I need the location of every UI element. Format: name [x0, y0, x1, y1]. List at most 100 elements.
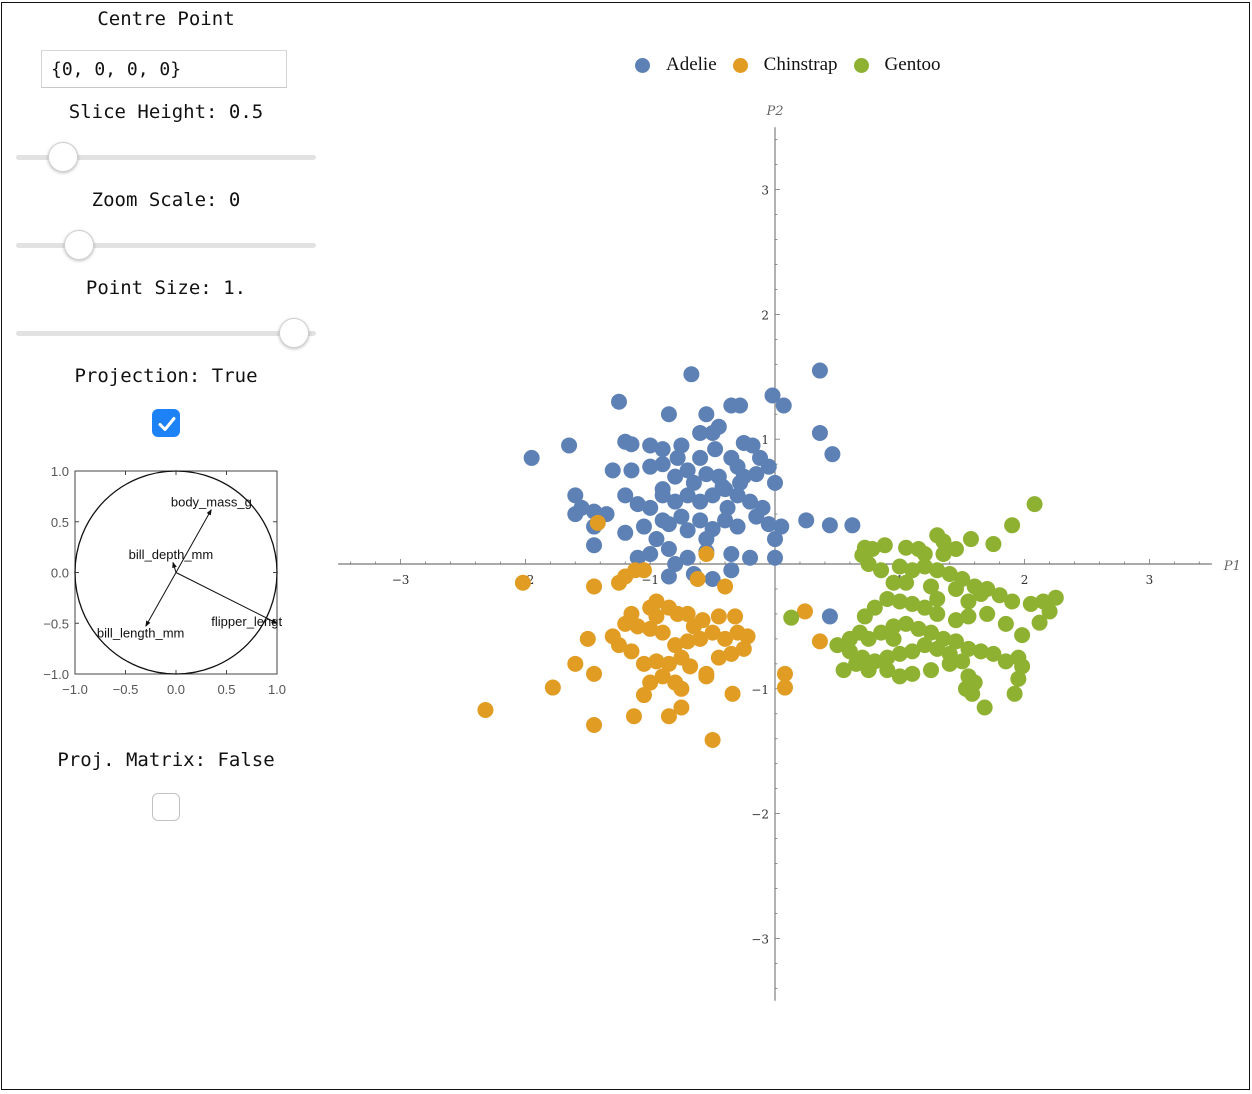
point-gentoo	[860, 630, 877, 647]
point-adelie	[714, 478, 731, 495]
point-adelie	[732, 474, 749, 491]
point-gentoo	[997, 615, 1014, 632]
point-gentoo	[848, 655, 865, 672]
series-chinstrap	[477, 514, 828, 748]
zoom-scale-slider[interactable]	[16, 230, 316, 261]
point-gentoo	[841, 630, 858, 647]
point-gentoo	[904, 595, 921, 612]
point-chinstrap	[724, 685, 741, 702]
point-adelie	[704, 570, 721, 587]
point-gentoo	[885, 630, 902, 647]
point-gentoo	[941, 565, 958, 582]
y-tick-label: 0.0	[51, 566, 69, 581]
point-size-track[interactable]	[16, 331, 316, 336]
point-adelie	[764, 387, 781, 404]
x-tick-label: −1.0	[62, 682, 88, 697]
point-adelie	[760, 516, 777, 533]
point-adelie	[654, 481, 671, 498]
point-gentoo	[962, 531, 979, 548]
point-gentoo	[941, 655, 958, 672]
point-gentoo	[916, 637, 933, 654]
point-gentoo	[904, 665, 921, 682]
point-gentoo	[929, 640, 946, 657]
point-chinstrap	[710, 649, 727, 666]
point-gentoo	[976, 699, 993, 716]
point-adelie	[667, 468, 684, 485]
point-chinstrap	[567, 655, 584, 672]
point-gentoo	[947, 633, 964, 650]
point-gentoo	[891, 593, 908, 610]
legend-marker-chinstrap	[732, 57, 748, 73]
unit-circle	[74, 470, 278, 675]
slice-height-thumb[interactable]	[48, 142, 79, 172]
point-gentoo	[997, 653, 1014, 670]
point-gentoo	[1004, 593, 1021, 610]
point-chinstrap	[796, 603, 813, 620]
point-adelie	[642, 499, 659, 516]
point-chinstrap	[685, 618, 702, 635]
point-adelie	[723, 562, 740, 579]
point-gentoo	[873, 624, 890, 641]
point-chinstrap	[692, 630, 709, 647]
point-gentoo	[935, 546, 952, 563]
point-chinstrap	[727, 608, 744, 625]
point-gentoo	[860, 556, 877, 572]
point-adelie	[742, 493, 759, 510]
point-chinstrap	[679, 633, 696, 650]
slice-height-slider[interactable]	[16, 142, 316, 173]
point-gentoo	[1010, 670, 1027, 687]
legend-entry-adelie: Adelie	[635, 54, 717, 76]
point-gentoo	[879, 662, 896, 679]
legend-marker-gentoo	[853, 57, 869, 73]
point-adelie	[567, 506, 584, 523]
point-adelie	[732, 397, 749, 414]
centre-point-input[interactable]: {0, 0, 0, 0}	[41, 50, 287, 88]
proj-matrix-label: Proj. Matrix: False	[57, 749, 275, 771]
point-size-label: Point Size: 1.	[85, 277, 247, 299]
loading-vector-body-mass-g	[175, 509, 212, 573]
point-gentoo	[841, 643, 858, 660]
point-adelie	[679, 487, 696, 504]
zoom-scale-track[interactable]	[16, 243, 316, 248]
slice-height-track[interactable]	[16, 155, 316, 160]
point-chinstrap	[642, 620, 659, 637]
point-gentoo	[947, 580, 964, 597]
x-tick-label: 1.0	[268, 682, 286, 697]
y-axis-label: P2	[765, 104, 783, 119]
point-gentoo	[1047, 589, 1064, 606]
point-gentoo	[856, 608, 873, 625]
point-adelie	[723, 546, 740, 563]
legend-entry-gentoo: Gentoo	[853, 54, 940, 76]
point-chinstrap	[635, 687, 652, 704]
point-gentoo	[923, 624, 939, 641]
point-adelie	[642, 546, 659, 563]
loading-label: flipper_lengt	[211, 614, 282, 629]
projection-checkbox[interactable]	[152, 409, 180, 437]
point-chinstrap	[667, 637, 684, 654]
point-chinstrap	[623, 643, 640, 660]
point-chinstrap	[704, 731, 721, 748]
loading-label: body_mass_g	[171, 494, 252, 509]
point-adelie	[692, 449, 709, 466]
point-gentoo	[916, 599, 933, 616]
zoom-scale-thumb[interactable]	[64, 230, 94, 260]
y-tick-label: −2	[751, 808, 769, 822]
point-gentoo	[960, 640, 977, 657]
point-gentoo	[923, 662, 939, 679]
point-adelie	[821, 608, 838, 625]
point-chinstrap	[635, 562, 652, 579]
point-gentoo	[904, 562, 921, 579]
point-size-thumb[interactable]	[279, 318, 310, 348]
y-tick-label: 0.5	[51, 515, 69, 530]
point-adelie	[692, 424, 709, 441]
legend-marker-adelie	[635, 57, 650, 73]
point-chinstrap	[586, 665, 603, 682]
point-gentoo	[947, 541, 964, 558]
point-chinstrap	[704, 624, 721, 641]
point-gentoo	[916, 546, 933, 563]
x-tick-label: −3	[392, 573, 410, 587]
checkmark-icon	[158, 417, 176, 431]
y-tick-label: −0.5	[43, 616, 69, 631]
proj-matrix-checkbox[interactable]	[152, 793, 180, 821]
point-size-slider[interactable]	[16, 318, 316, 349]
